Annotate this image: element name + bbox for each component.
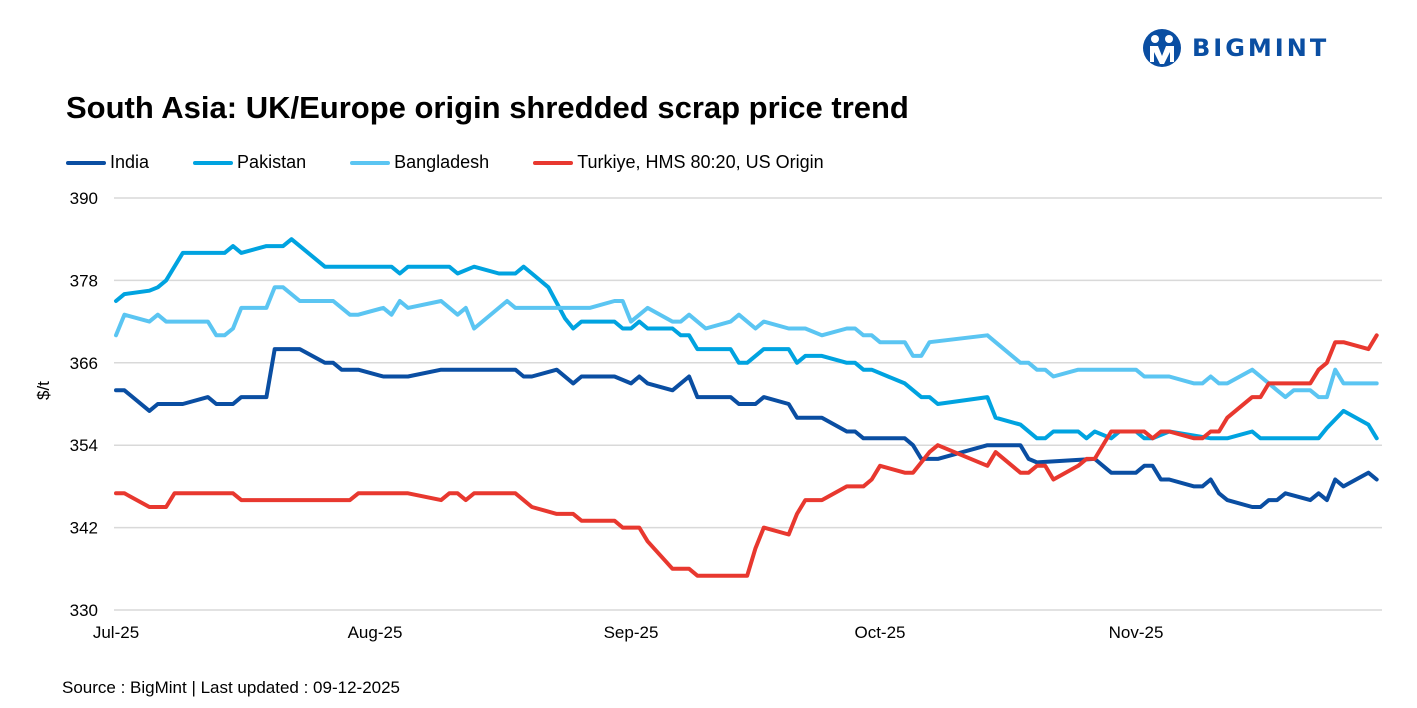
bigmint-logo-text: BIGMINT	[1192, 34, 1330, 62]
y-tick-label: 354	[70, 436, 98, 455]
legend: India Pakistan Bangladesh Turkiye, HMS 8…	[66, 152, 868, 173]
legend-swatch	[533, 160, 574, 165]
source-note: Source : BigMint | Last updated : 09-12-…	[62, 678, 401, 697]
series-line-bangladesh	[114, 285, 1379, 400]
x-tick-label: Sep-25	[604, 623, 659, 642]
series-line-pakistan	[114, 237, 1379, 441]
legend-label: India	[110, 152, 150, 172]
legend-label: Bangladesh	[394, 152, 490, 172]
y-tick-label: 378	[70, 271, 98, 290]
y-tick-label: 330	[70, 601, 98, 620]
series-line-india	[114, 347, 1379, 509]
legend-swatch	[193, 160, 234, 165]
x-tick-label: Aug-25	[348, 623, 403, 642]
legend-item-pakistan: Pakistan	[193, 152, 306, 173]
legend-swatch	[66, 160, 106, 165]
y-tick-label: 342	[70, 519, 98, 538]
legend-swatch	[350, 160, 391, 165]
bigmint-logo-icon	[1143, 29, 1181, 67]
legend-item-india: India	[66, 152, 149, 173]
x-tick-label: Oct-25	[854, 623, 905, 642]
legend-item-turkiye: Turkiye, HMS 80:20, US Origin	[533, 152, 824, 173]
legend-label: Turkiye, HMS 80:20, US Origin	[577, 152, 824, 172]
series-line-turkiye	[114, 333, 1379, 578]
x-tick-label: Jul-25	[93, 623, 139, 642]
legend-label: Pakistan	[237, 152, 307, 172]
bigmint-logo: BIGMINT	[1142, 28, 1329, 68]
y-tick-label: 366	[70, 354, 98, 373]
chart-title: South Asia: UK/Europe origin shredded sc…	[66, 90, 909, 125]
y-tick-label: 390	[70, 189, 98, 208]
x-tick-label: Nov-25	[1109, 623, 1164, 642]
legend-item-bangladesh: Bangladesh	[350, 152, 489, 173]
